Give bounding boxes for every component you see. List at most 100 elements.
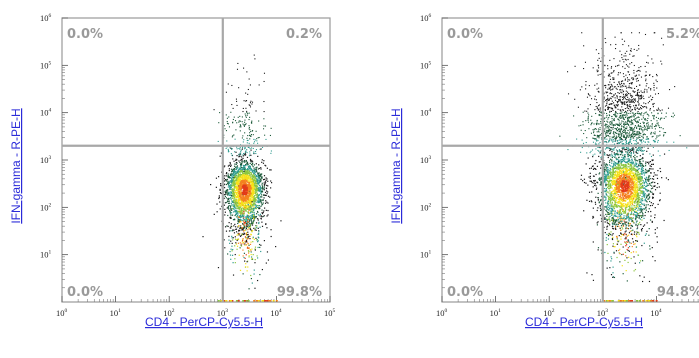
event-dot (636, 182, 638, 184)
event-dot (252, 222, 254, 224)
event-dot (244, 219, 246, 221)
event-dot (649, 190, 652, 192)
event-dot (254, 191, 256, 193)
event-dot (633, 173, 635, 176)
event-dot (236, 211, 238, 213)
event-dot (627, 184, 629, 186)
event-dot (616, 225, 619, 228)
event-dot (612, 167, 614, 169)
event-dot (236, 248, 238, 250)
event-dot (244, 171, 246, 173)
y-axis-title[interactable]: IFN-gamma - R-PE-H (9, 108, 23, 223)
event-dot (606, 226, 608, 228)
event-dot (225, 114, 227, 116)
event-dot (618, 240, 620, 242)
event-dot (619, 248, 621, 250)
event-dot (248, 213, 250, 215)
event-dot (245, 204, 247, 207)
event-dot (243, 175, 246, 177)
event-dot (255, 239, 258, 241)
event-dot (632, 176, 634, 178)
edge-event (262, 300, 265, 302)
event-dot (629, 167, 631, 169)
event-dot (636, 165, 638, 167)
event-dot (254, 246, 257, 248)
event-dot (606, 215, 608, 217)
event-dot (621, 219, 623, 221)
event-dot (250, 130, 252, 132)
event-dot (608, 176, 610, 178)
event-dot (258, 181, 260, 183)
event-dot (251, 171, 253, 173)
event-dot (243, 252, 246, 254)
event-dot (252, 194, 254, 196)
event-dot (241, 241, 243, 243)
event-dot (224, 211, 226, 213)
event-dot (248, 182, 251, 184)
event-dot (630, 230, 633, 232)
event-dot (635, 187, 638, 189)
event-dot (259, 207, 261, 210)
event-dot (618, 215, 620, 218)
event-dot (615, 199, 617, 202)
event-dot (250, 190, 252, 192)
event-dot (239, 229, 241, 232)
event-dot (243, 194, 245, 196)
event-dot (635, 246, 637, 248)
event-dot (625, 184, 627, 186)
event-dot (245, 191, 247, 194)
event-dot (597, 207, 599, 209)
event-dot (259, 186, 262, 189)
event-dot (252, 236, 254, 238)
event-dot (607, 219, 609, 221)
event-dot (245, 202, 247, 204)
event-cloud (559, 32, 688, 302)
x-axis-title[interactable]: CD4 - PerCP-Cy5.5-H (145, 315, 263, 329)
event-dot (597, 221, 599, 223)
event-dot (239, 199, 241, 201)
event-dot (227, 176, 229, 178)
event-dot (607, 171, 609, 173)
event-dot (227, 205, 229, 208)
event-dot (626, 178, 628, 180)
event-dot (243, 210, 245, 213)
event-dot (237, 176, 239, 178)
event-dot (239, 126, 241, 128)
event-dot (633, 204, 635, 207)
event-dot (253, 216, 255, 218)
event-dot (249, 153, 251, 155)
event-dot (236, 172, 238, 174)
event-dot (243, 152, 245, 155)
event-dot (642, 160, 644, 162)
event-dot (253, 167, 255, 169)
event-dot (242, 146, 244, 148)
event-dot (248, 182, 250, 185)
event-dot (261, 186, 263, 188)
event-dot (241, 137, 243, 139)
event-dot (251, 179, 254, 181)
event-dot (609, 212, 611, 214)
event-dot (246, 114, 248, 116)
event-dot (590, 167, 593, 169)
event-dot (242, 178, 245, 180)
event-dot (246, 149, 248, 151)
event-dot (643, 165, 645, 168)
event-dot (228, 221, 230, 224)
event-dot (616, 154, 618, 156)
event-dot (648, 169, 650, 171)
event-dot (641, 166, 643, 169)
event-dot (270, 150, 272, 152)
event-dot (243, 182, 245, 184)
event-dot (619, 189, 621, 191)
event-dot (255, 171, 257, 173)
event-dot (232, 248, 234, 251)
event-dot (231, 209, 233, 211)
event-dot (265, 187, 267, 189)
edge-event (272, 300, 275, 302)
event-dot (608, 180, 610, 182)
event-dot (234, 199, 236, 202)
event-dot (627, 169, 629, 172)
event-dot (246, 178, 248, 180)
event-dot (631, 176, 633, 178)
event-dot (240, 156, 243, 158)
